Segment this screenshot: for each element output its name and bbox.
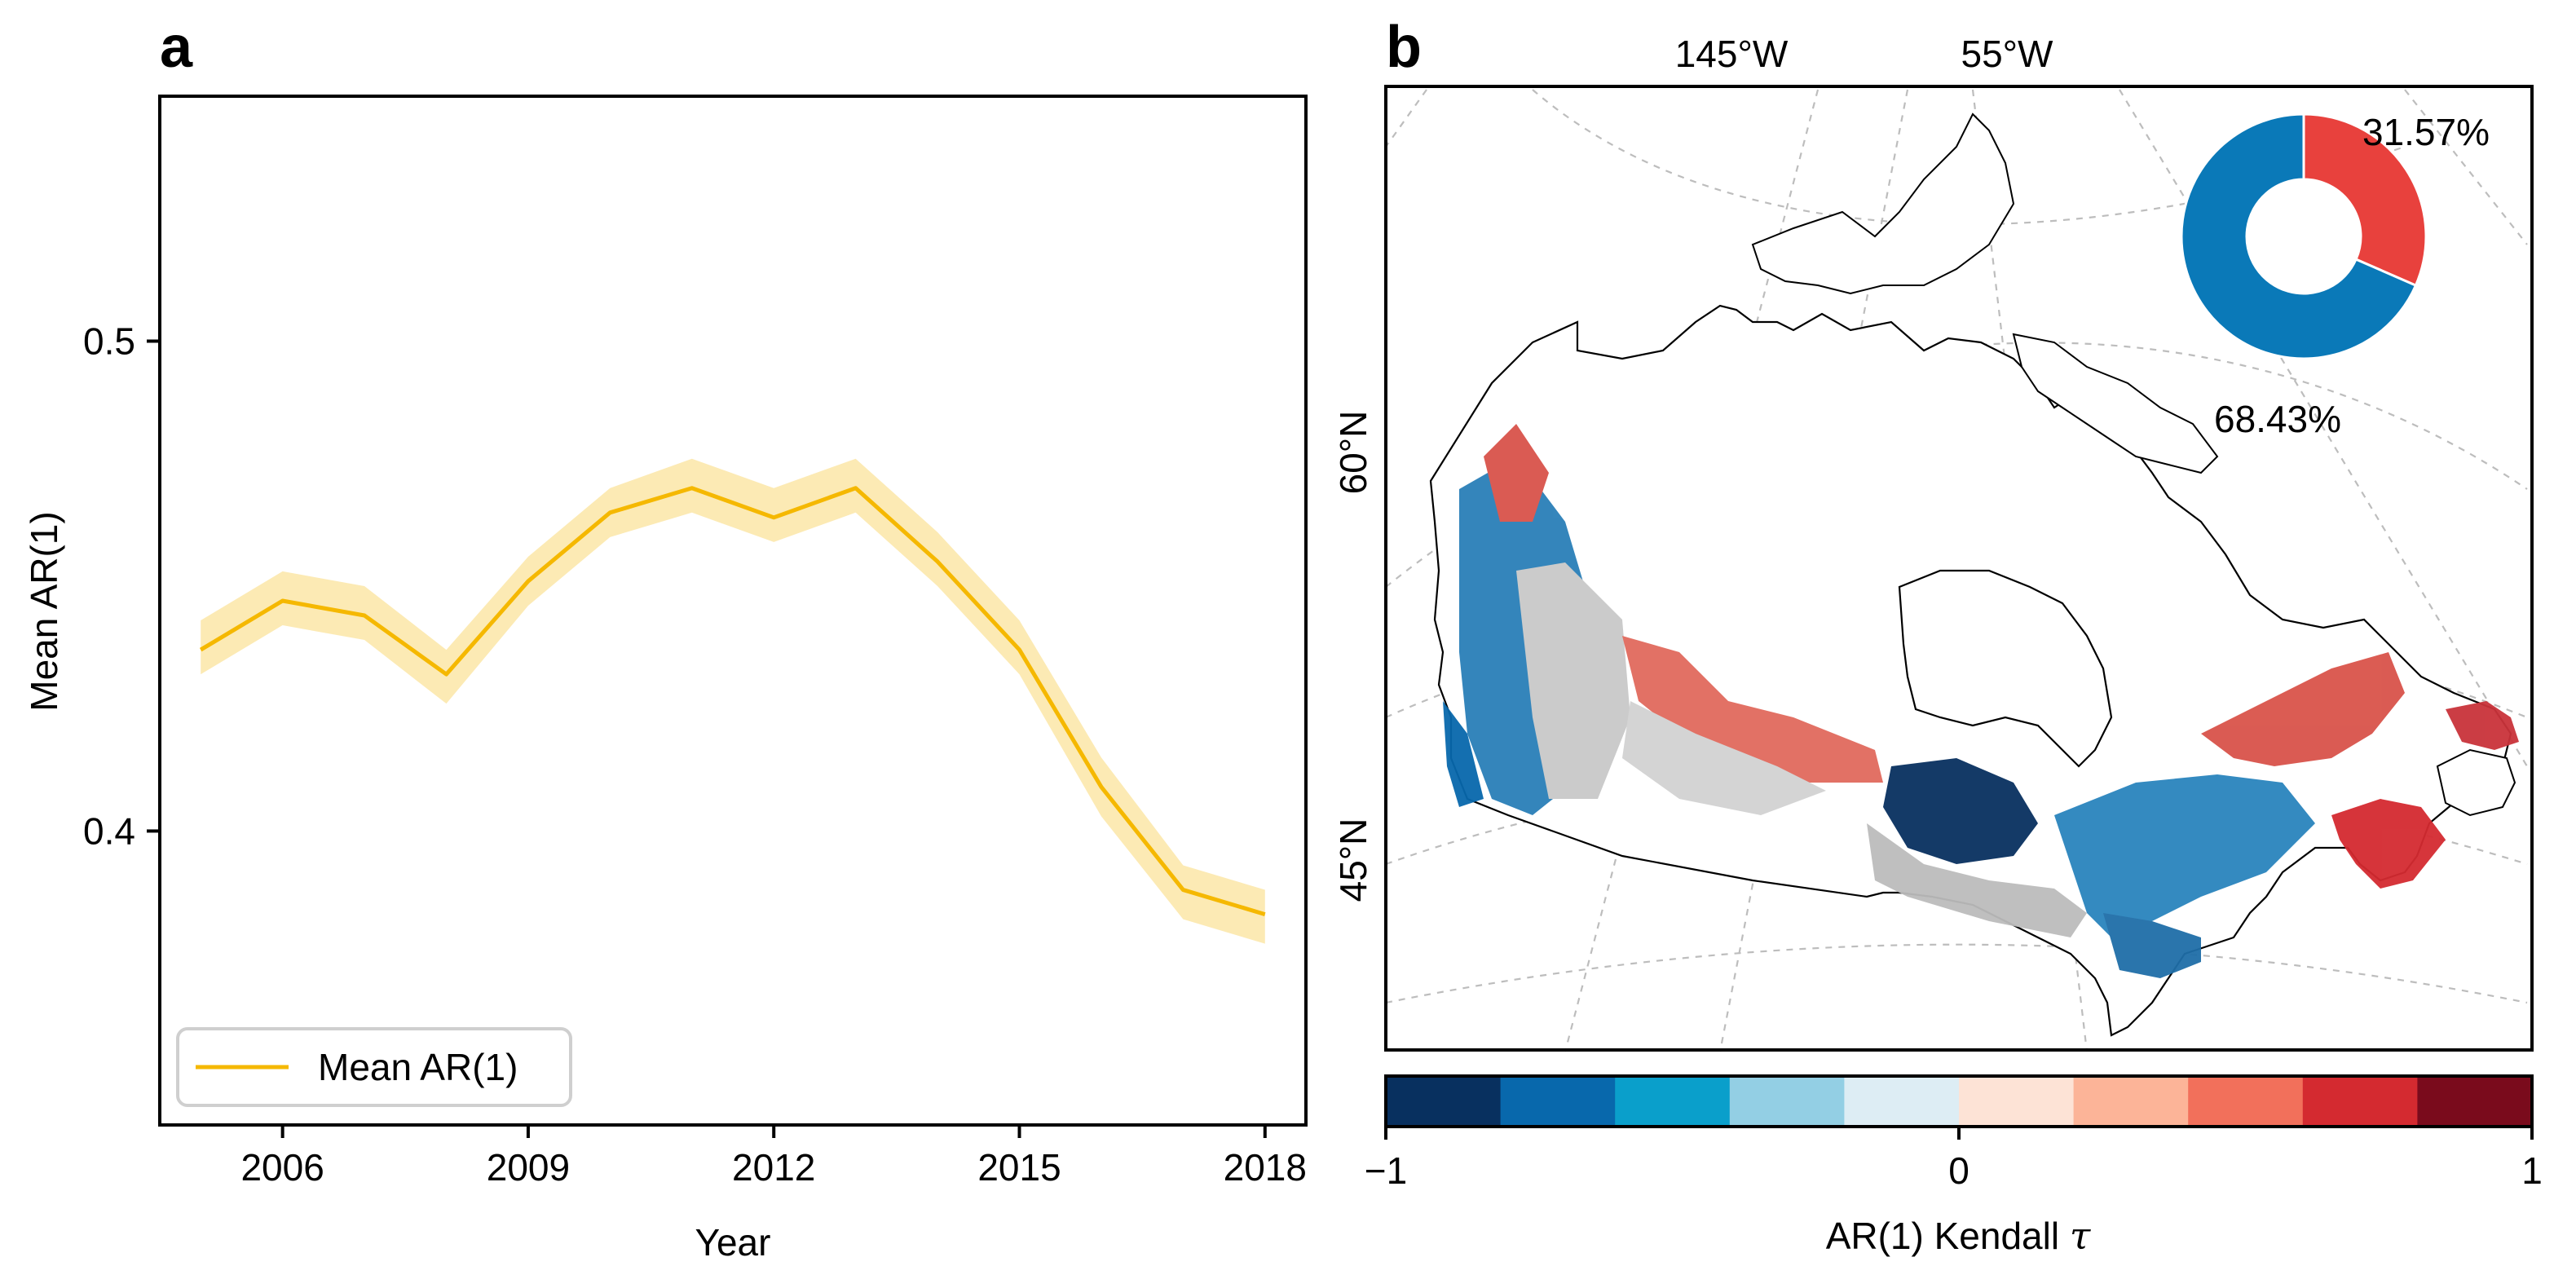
hudson-bay-outline — [1898, 569, 2113, 768]
y-tick-label: 0.4 — [83, 809, 135, 852]
longitude-label: 145°W — [1675, 33, 1789, 75]
colorbar-segment — [1500, 1076, 1616, 1127]
colorbar-segment — [2417, 1076, 2533, 1127]
colorbar-segment — [1844, 1076, 1960, 1127]
x-tick-label: 2012 — [732, 1146, 815, 1189]
colorbar-segment — [2302, 1076, 2418, 1127]
trend-patch-west-red — [1484, 424, 1549, 522]
trend-pixel-layer — [1443, 424, 2519, 978]
map-axes-frame — [1384, 85, 2534, 1052]
x-tick-label: 2006 — [240, 1146, 324, 1189]
y-tick-label: 0.5 — [83, 320, 135, 362]
trend-patch-prairie-grey — [1622, 701, 1826, 815]
colorbar-label: AR(1) Kendall τ — [1826, 1214, 2092, 1258]
donut-slice — [2302, 112, 2428, 288]
panel-a-label: a — [160, 15, 193, 80]
colorbar-segment — [2073, 1076, 2189, 1127]
x-axis-ticks: 2006 2009 2012 2015 2018 — [240, 1125, 1307, 1189]
pie-label: 68.43% — [2214, 398, 2341, 440]
trend-patch-maritimes-red — [2331, 799, 2446, 889]
trend-patch-west-grey — [1516, 562, 1630, 799]
pie-label: 31.57% — [2362, 111, 2490, 153]
latitude-label: 60°N — [1332, 411, 1374, 495]
series-line-layer — [199, 486, 1266, 916]
confidence-band-layer — [201, 458, 1265, 944]
trend-patch-bc-coast — [1443, 701, 1484, 807]
legend: Mean AR(1) — [176, 1027, 572, 1107]
colorbar — [1386, 1076, 2533, 1127]
baffin-island-outline — [2012, 333, 2219, 474]
colorbar-label-main: AR(1) Kendall — [1826, 1215, 2070, 1257]
colorbar-segment — [1959, 1076, 2075, 1127]
colorbar-tick-label: 0 — [1948, 1149, 1969, 1192]
confidence-band — [201, 458, 1265, 944]
series-line — [199, 486, 1266, 916]
colorbar-tick-label: −1 — [1365, 1149, 1407, 1192]
colorbar-segment — [1386, 1076, 1502, 1127]
graticule-meridian — [1385, 89, 1427, 148]
trend-patch-southern-ontario — [2103, 913, 2201, 978]
y-axis-ticks: 0.4 0.5 — [83, 320, 160, 852]
newfoundland-outline — [2436, 748, 2516, 817]
trend-patch-prairie-red — [1622, 636, 1883, 783]
legend-entry-label: Mean AR(1) — [318, 1046, 518, 1088]
trend-patch-ontario-mix — [1867, 823, 2087, 937]
donut-inset — [2180, 112, 2428, 360]
trend-patch-ontario-blue — [1883, 758, 2038, 864]
panel-b: b — [1332, 15, 2543, 1258]
donut-slice — [2180, 112, 2418, 360]
legend-box — [176, 1027, 572, 1107]
longitude-label: 55°W — [1961, 33, 2054, 75]
y-axis-label: Mean AR(1) — [23, 511, 65, 711]
arctic-islands-outline — [1751, 112, 2015, 295]
latitude-label: 45°N — [1332, 818, 1374, 902]
x-tick-label: 2009 — [487, 1146, 570, 1189]
colorbar-label-symbol: τ — [2070, 1214, 2092, 1258]
colorbar-ticks: −1 0 1 — [1365, 1127, 2543, 1192]
x-tick-label: 2015 — [977, 1146, 1061, 1189]
colorbar-segment — [1729, 1076, 1845, 1127]
panel-a: a 2006 2009 2012 2015 2018 0.4 0.5 Year Mean … — [23, 15, 1308, 1264]
trend-patch-quebec-blue — [2054, 774, 2315, 946]
colorbar-segment — [1615, 1076, 1731, 1127]
colorbar-tick-label: 1 — [2521, 1149, 2543, 1192]
colorbar-segment — [2188, 1076, 2304, 1127]
graticule-parallel — [1385, 943, 2528, 1004]
x-axis-label: Year — [695, 1221, 771, 1264]
trend-patch-newfoundland-red — [2446, 701, 2519, 750]
panel-a-axes-frame — [158, 95, 1308, 1127]
trend-patch-quebec-red — [2201, 652, 2405, 766]
x-tick-label: 2018 — [1224, 1146, 1307, 1189]
panel-b-label: b — [1386, 15, 1422, 80]
